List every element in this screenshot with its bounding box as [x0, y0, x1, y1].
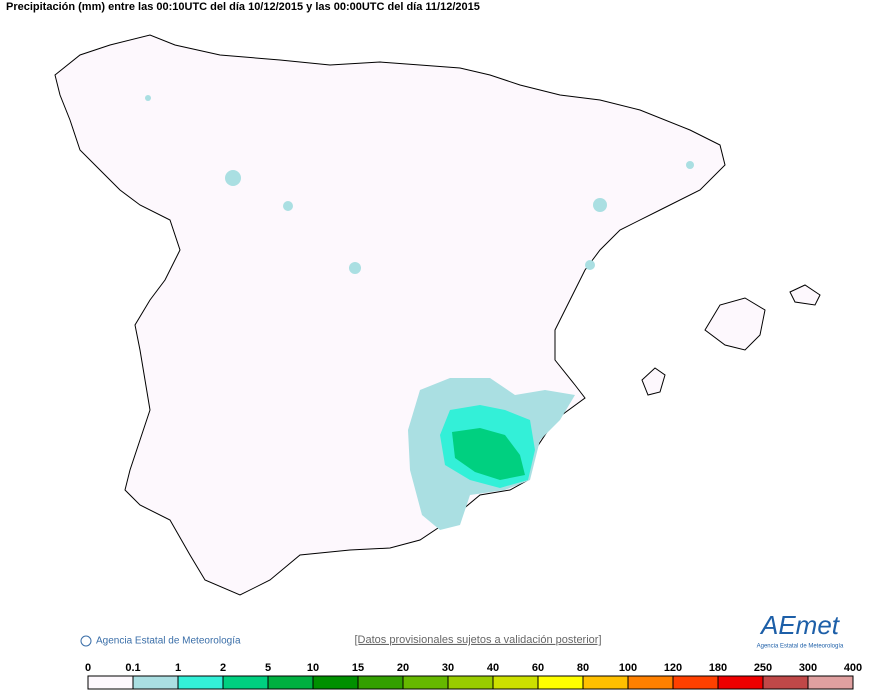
precip-spot	[686, 161, 694, 169]
legend: 0 0.1 1 2 5 10 15 20 30 40 60 80 100 120 180 250 300 400	[85, 662, 862, 690]
legend-box	[717, 675, 764, 690]
legend-label: 300	[799, 662, 817, 674]
precip-spot	[145, 95, 151, 101]
legend-label: 1	[175, 662, 181, 674]
legend-label: 40	[487, 662, 499, 674]
legend-label: 5	[265, 662, 271, 674]
legend-box	[402, 675, 449, 690]
legend-label: 80	[577, 662, 589, 674]
legend-label: 10	[307, 662, 319, 674]
precip-spot	[225, 170, 241, 186]
legend-box	[222, 675, 269, 690]
logo-subtitle: Agencia Estatal de Meteorología	[757, 644, 844, 650]
copyright: Agencia Estatal de Meteorología	[80, 635, 241, 647]
copyright-icon	[80, 635, 92, 647]
legend-box	[627, 675, 674, 690]
title: Precipitación (mm) entre las 00:10UTC de…	[6, 1, 480, 13]
legend-box	[762, 675, 809, 690]
mainland	[54, 34, 726, 596]
precip-heavy	[452, 428, 525, 480]
legend-label: 250	[754, 662, 772, 674]
legend-box	[447, 675, 494, 690]
legend-label: 60	[532, 662, 544, 674]
legend-label: 15	[352, 662, 364, 674]
precipitation	[145, 95, 694, 530]
legend-box	[312, 675, 359, 690]
legend-box	[492, 675, 539, 690]
map	[54, 34, 821, 596]
legend-box	[132, 675, 179, 690]
legend-box	[357, 675, 404, 690]
menorca	[789, 284, 821, 306]
mallorca	[704, 297, 766, 351]
legend-box	[672, 675, 719, 690]
legend-box	[582, 675, 629, 690]
precip-spot	[283, 201, 293, 211]
legend-label: 30	[442, 662, 454, 674]
precip-spot	[593, 198, 607, 212]
copyright-text: Agencia Estatal de Meteorología	[96, 636, 241, 647]
legend-label: 0.1	[125, 662, 140, 674]
precip-spot	[585, 260, 595, 270]
legend-box	[537, 675, 584, 690]
legend-label: 0	[85, 662, 91, 674]
logo-name: AEmet	[759, 610, 841, 640]
legend-label: 20	[397, 662, 409, 674]
legend-label: 180	[709, 662, 727, 674]
legend-box	[807, 675, 854, 690]
note: [Datos provisionales sujetos a validació…	[354, 634, 601, 646]
legend-box	[87, 675, 134, 690]
legend-label: 120	[664, 662, 682, 674]
legend-box	[177, 675, 224, 690]
legend-label: 2	[220, 662, 226, 674]
ibiza	[641, 367, 666, 396]
precip-spot	[349, 262, 361, 274]
legend-label: 400	[844, 662, 862, 674]
legend-box	[267, 675, 314, 690]
legend-label: 100	[619, 662, 637, 674]
